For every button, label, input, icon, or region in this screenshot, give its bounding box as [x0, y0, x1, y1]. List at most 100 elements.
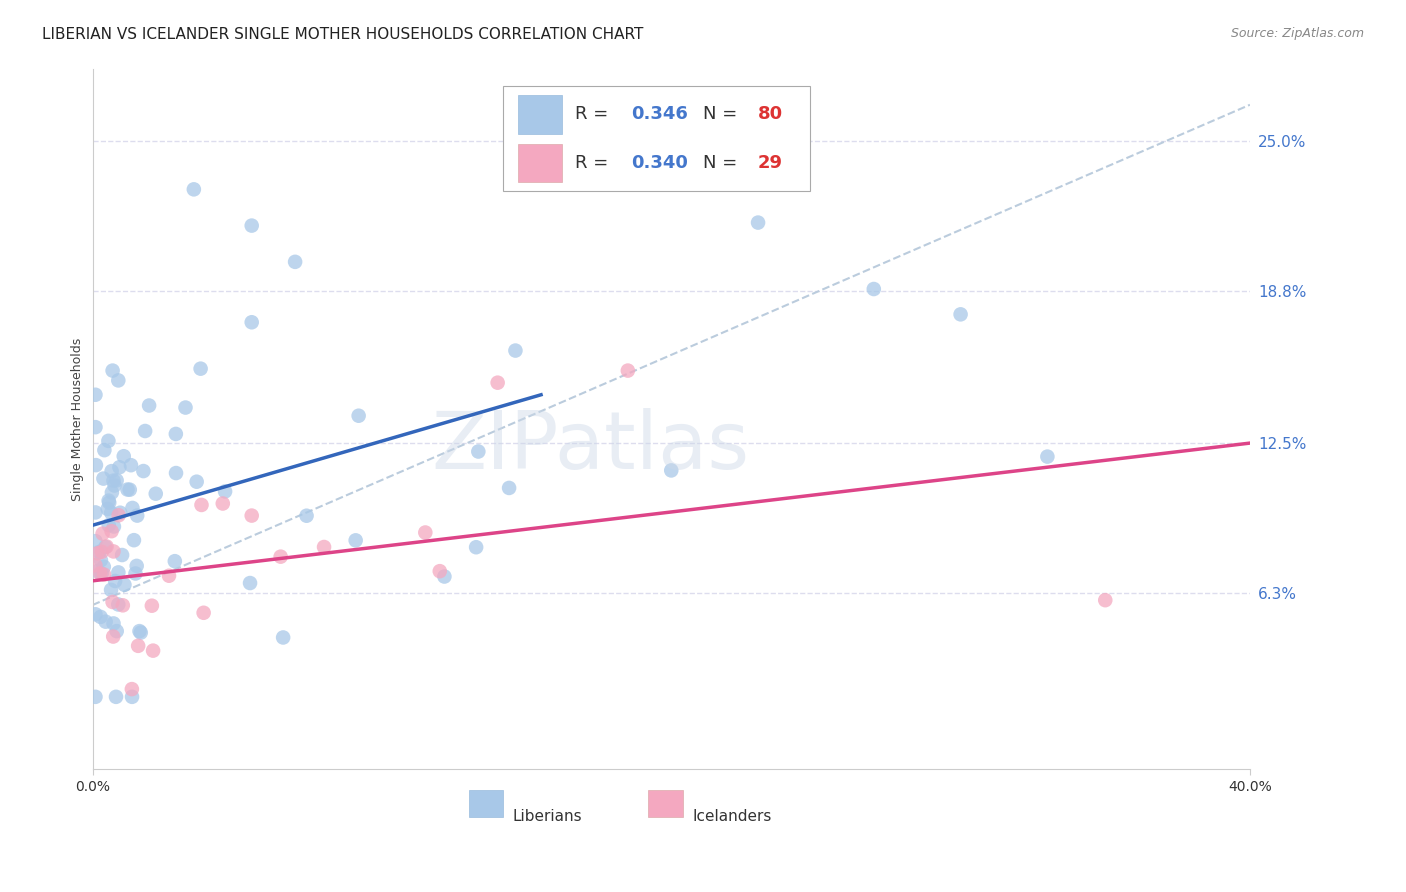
- FancyBboxPatch shape: [519, 95, 562, 134]
- Point: [617, 363, 640, 377]
- Point: [90, 553, 112, 567]
- Point: [486, 376, 509, 390]
- Point: [186, 475, 208, 489]
- Point: [103, 616, 125, 631]
- Point: [120, 458, 142, 473]
- Point: [93, 567, 115, 582]
- Text: Source: ZipAtlas.com: Source: ZipAtlas.com: [1230, 27, 1364, 40]
- Point: [84, 534, 107, 549]
- Text: 80: 80: [758, 105, 783, 123]
- FancyBboxPatch shape: [503, 86, 810, 191]
- Point: [125, 558, 148, 573]
- Point: [104, 574, 127, 588]
- Point: [105, 690, 128, 704]
- Point: [101, 595, 124, 609]
- Point: [157, 568, 180, 582]
- Text: Icelanders: Icelanders: [692, 809, 772, 824]
- Point: [90, 610, 112, 624]
- Point: [101, 363, 124, 377]
- Point: [89, 566, 111, 581]
- FancyBboxPatch shape: [468, 790, 503, 817]
- Point: [165, 466, 187, 480]
- Point: [505, 343, 527, 358]
- Point: [129, 625, 152, 640]
- Point: [84, 558, 107, 573]
- Text: R =: R =: [575, 105, 614, 123]
- Point: [163, 554, 186, 568]
- Point: [107, 566, 129, 580]
- Point: [284, 255, 307, 269]
- Point: [138, 399, 160, 413]
- Point: [174, 401, 197, 415]
- Point: [84, 607, 107, 622]
- Text: 29: 29: [758, 153, 783, 172]
- Point: [211, 496, 233, 510]
- Point: [90, 545, 112, 559]
- Point: [84, 505, 107, 519]
- Point: [84, 690, 107, 704]
- Point: [312, 540, 335, 554]
- Point: [97, 502, 120, 516]
- Point: [1094, 593, 1116, 607]
- Point: [86, 564, 108, 578]
- Point: [100, 524, 122, 538]
- Point: [111, 599, 134, 613]
- Text: 0.340: 0.340: [631, 153, 688, 172]
- Point: [93, 472, 115, 486]
- Point: [103, 519, 125, 533]
- Point: [347, 409, 370, 423]
- Point: [97, 434, 120, 448]
- Point: [193, 606, 215, 620]
- Point: [100, 464, 122, 478]
- Point: [127, 508, 149, 523]
- Point: [118, 483, 141, 497]
- Point: [465, 540, 488, 554]
- Point: [165, 426, 187, 441]
- Y-axis label: Single Mother Households: Single Mother Households: [72, 337, 84, 500]
- Point: [122, 533, 145, 548]
- Point: [86, 546, 108, 560]
- Point: [413, 525, 436, 540]
- Point: [295, 508, 318, 523]
- Point: [134, 424, 156, 438]
- Point: [101, 485, 124, 500]
- FancyBboxPatch shape: [648, 790, 683, 817]
- Point: [862, 282, 884, 296]
- Point: [1036, 450, 1059, 464]
- Point: [97, 493, 120, 508]
- Point: [467, 444, 489, 458]
- Point: [103, 544, 125, 558]
- Point: [142, 643, 165, 657]
- Point: [90, 566, 112, 581]
- Point: [344, 533, 367, 548]
- Point: [121, 690, 143, 704]
- Point: [93, 559, 115, 574]
- Point: [114, 578, 136, 592]
- Point: [112, 449, 135, 463]
- Text: Liberians: Liberians: [513, 809, 582, 824]
- Point: [132, 464, 155, 478]
- Point: [190, 498, 212, 512]
- Point: [108, 460, 131, 475]
- Point: [239, 576, 262, 591]
- Point: [121, 500, 143, 515]
- Point: [107, 373, 129, 387]
- Point: [107, 508, 129, 523]
- Point: [183, 182, 205, 196]
- Text: N =: N =: [703, 105, 742, 123]
- Text: R =: R =: [575, 153, 614, 172]
- Point: [128, 624, 150, 639]
- Point: [214, 484, 236, 499]
- Point: [84, 458, 107, 472]
- Point: [111, 548, 134, 562]
- Point: [429, 564, 451, 578]
- Point: [94, 615, 117, 629]
- Text: N =: N =: [703, 153, 742, 172]
- Point: [107, 598, 129, 612]
- Point: [145, 486, 167, 500]
- Point: [94, 540, 117, 554]
- Point: [240, 219, 263, 233]
- Point: [97, 518, 120, 533]
- Point: [100, 582, 122, 597]
- Point: [96, 540, 118, 554]
